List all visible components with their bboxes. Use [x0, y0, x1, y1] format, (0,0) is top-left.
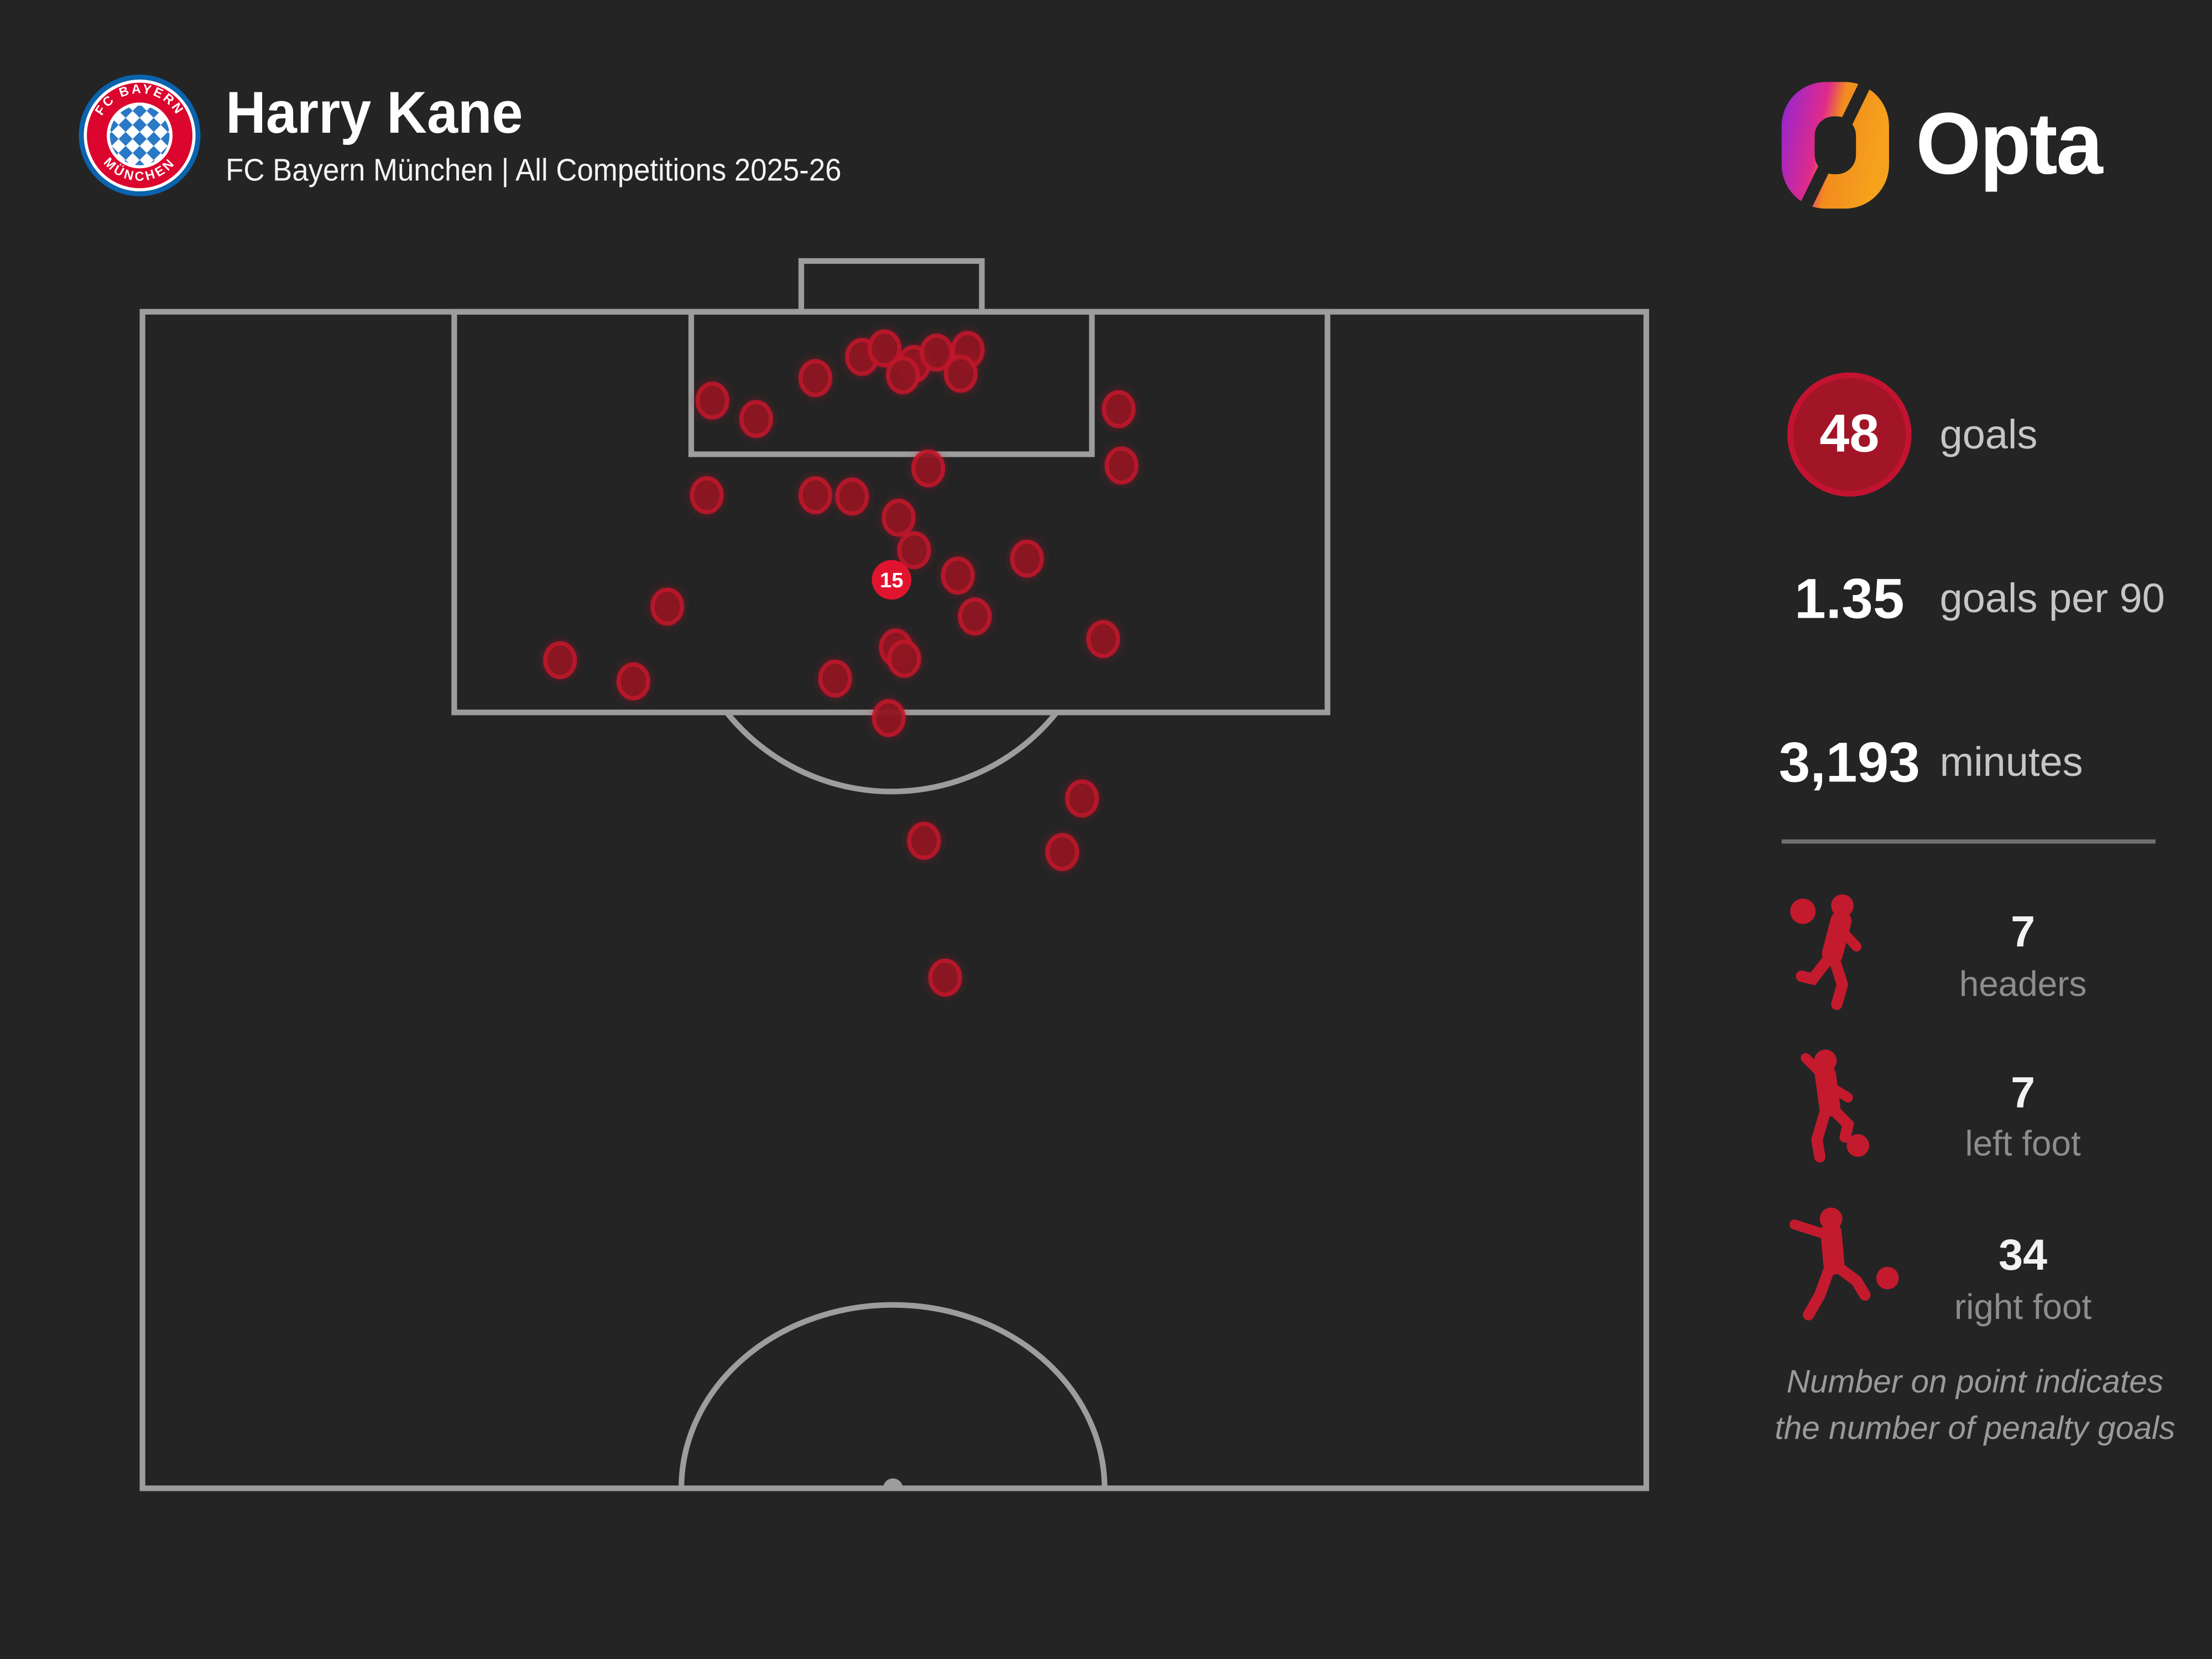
goal-dot	[943, 354, 978, 393]
goal-frame	[798, 258, 985, 315]
goal-dot	[1045, 833, 1079, 872]
goal-dot	[911, 449, 946, 488]
goals-per-90-label: goals per 90	[1939, 577, 2165, 622]
goal-dot	[543, 641, 577, 680]
goal-dot	[1102, 390, 1136, 429]
penalty-arc	[724, 711, 1059, 795]
goal-dot	[616, 662, 651, 701]
goal-dots-layer: 15	[543, 329, 1139, 997]
goal-dot	[886, 356, 920, 395]
left-foot-value: 7	[2011, 1068, 2036, 1118]
penalty-goal-count: 15	[880, 568, 904, 592]
left-foot-label: left foot	[1965, 1124, 2081, 1164]
goal-dot	[650, 587, 685, 626]
goal-dot	[835, 477, 869, 516]
penalty-goal-dot	[872, 560, 911, 600]
penalty-note-line-1: Number on point indicates	[1786, 1363, 2164, 1400]
goal-dot	[958, 597, 992, 636]
goal-dot	[1010, 539, 1044, 578]
goal-dot	[690, 476, 724, 514]
goals-count: 48	[1819, 404, 1880, 464]
opta-logo-icon	[1781, 77, 1889, 213]
goal-dot	[1104, 446, 1139, 485]
headers-label: headers	[1959, 964, 2087, 1005]
goal-dot	[881, 498, 916, 537]
right-foot-label: right foot	[1954, 1288, 2092, 1328]
goal-dot	[1065, 779, 1099, 818]
minutes-value: 3,193	[1778, 732, 1921, 795]
goals-per-90-value: 1.35	[1794, 568, 1905, 631]
minutes-label: minutes	[1939, 740, 2083, 786]
goal-dot	[887, 639, 921, 678]
goal-dot	[739, 400, 773, 439]
goals-label: goals	[1939, 413, 2038, 459]
right-foot-value: 34	[1999, 1230, 2048, 1280]
centre-circle-arc	[679, 1302, 1108, 1489]
goal-dot	[928, 958, 962, 997]
goal-map-pitch: 15	[139, 258, 1650, 1491]
crest-lozenge-core	[109, 106, 170, 165]
opta-wordmark: Opta	[1916, 96, 2103, 194]
pitch-lines	[139, 258, 1650, 1491]
goal-dot	[897, 531, 931, 570]
page-subtitle: FC Bayern München | All Competitions 202…	[226, 152, 842, 188]
opta-logo: Opta	[1777, 77, 2109, 213]
fc-bayern-crest: FC BAYERN MÜNCHEN	[79, 74, 201, 196]
goal-dot	[1086, 620, 1120, 659]
six-yard-box	[688, 309, 1095, 457]
goal-dot	[798, 359, 833, 398]
goals-count-badge: 48	[1787, 372, 1912, 497]
header-goal-icon	[1790, 894, 1862, 1010]
penalty-note-line-2: the number of penalty goals	[1775, 1409, 2176, 1446]
page-title: Harry Kane	[226, 79, 523, 145]
centre-spot	[883, 1478, 903, 1489]
left-foot-goal-icon	[1801, 1049, 1870, 1163]
headers-value: 7	[2011, 907, 2036, 957]
goal-dot	[941, 556, 975, 595]
goal-dot	[818, 659, 852, 698]
stats-divider	[1781, 839, 2156, 844]
goal-dot	[867, 329, 902, 368]
goal-dot	[907, 821, 941, 860]
goal-dot	[798, 476, 833, 514]
right-foot-goal-icon	[1789, 1207, 1899, 1321]
pitch-outer-boundary	[139, 309, 1650, 1491]
goal-dot	[872, 699, 906, 737]
goal-dot	[695, 382, 729, 420]
